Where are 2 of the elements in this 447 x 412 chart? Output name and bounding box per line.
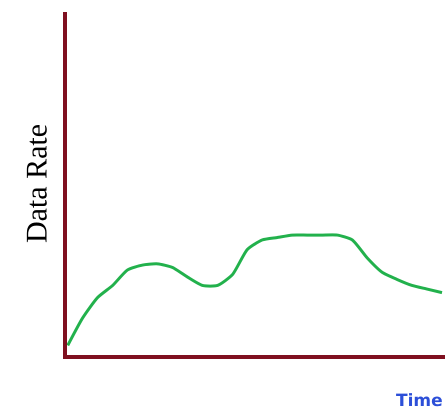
x-axis-title: Time: [396, 391, 443, 411]
y-axis-title: Data Rate: [20, 124, 54, 244]
